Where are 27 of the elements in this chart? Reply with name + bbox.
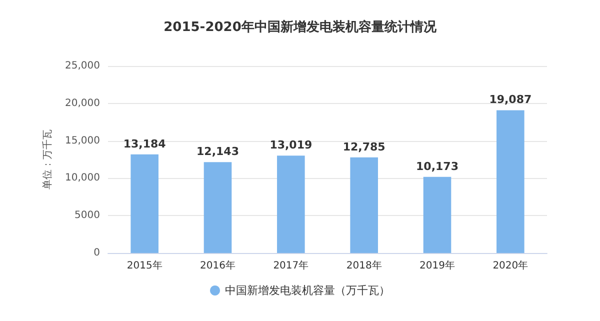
text: 10,173 xyxy=(416,160,458,173)
text: 13,184 xyxy=(123,137,166,150)
bar xyxy=(350,157,378,253)
text: 12,785 xyxy=(342,140,386,154)
text: 13,019 xyxy=(270,138,312,152)
chart-title: 2015-2020年中国新增发电装机容量统计情况 xyxy=(164,19,438,35)
legend-label: 中国新增发电装机容量（万千瓦） xyxy=(225,284,390,297)
y-tick-label: 15,000 xyxy=(65,135,100,146)
y-tick-label: 25,000 xyxy=(65,60,100,72)
y-axis-title: 单位：万千瓦 xyxy=(42,130,54,190)
bar xyxy=(423,176,452,253)
text: 19,087 xyxy=(489,93,532,106)
y-tick-label: 0 xyxy=(94,248,100,258)
bar xyxy=(496,110,524,253)
x-tick-label: 2020年 xyxy=(492,260,528,272)
x-tick-label: 2019年 xyxy=(420,260,455,272)
bar xyxy=(277,156,305,253)
x-tick-label: 2015年 xyxy=(126,260,162,272)
x-tick-label: 2018年 xyxy=(346,260,382,272)
bar xyxy=(130,154,158,253)
x-tick-label: 2017年 xyxy=(273,260,309,272)
bar xyxy=(204,162,232,253)
y-tick-label: 20,000 xyxy=(65,98,100,109)
x-tick-label: 2016年 xyxy=(200,260,236,272)
text: 12,143 xyxy=(196,145,239,158)
y-tick-label: 5000 xyxy=(74,210,100,222)
y-tick-label: 10,000 xyxy=(65,172,100,184)
